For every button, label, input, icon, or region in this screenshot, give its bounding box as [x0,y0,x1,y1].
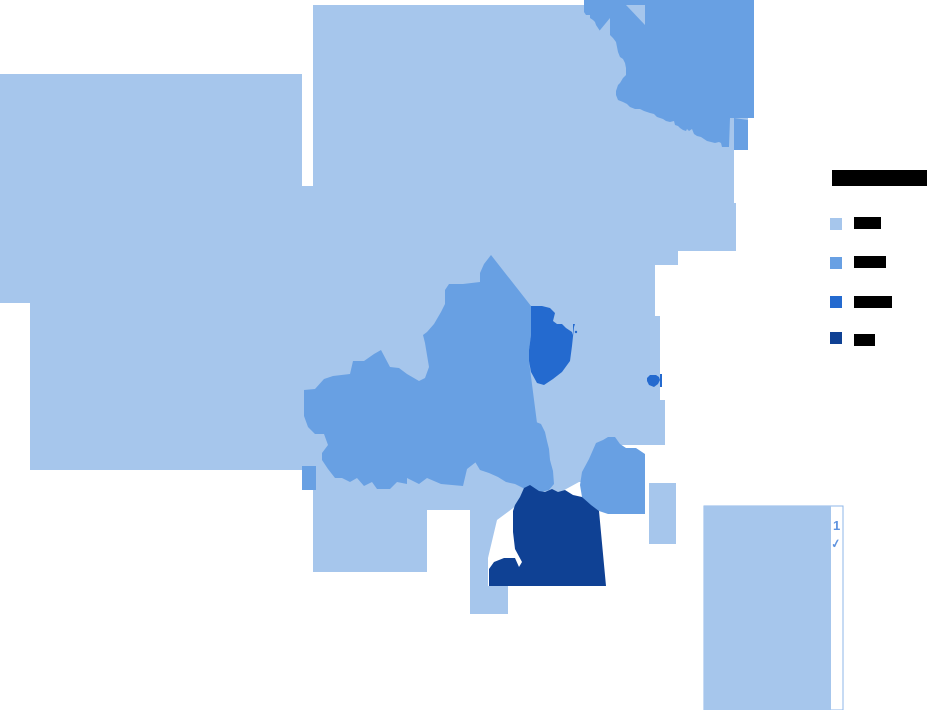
svg-text:1: 1 [833,518,840,533]
